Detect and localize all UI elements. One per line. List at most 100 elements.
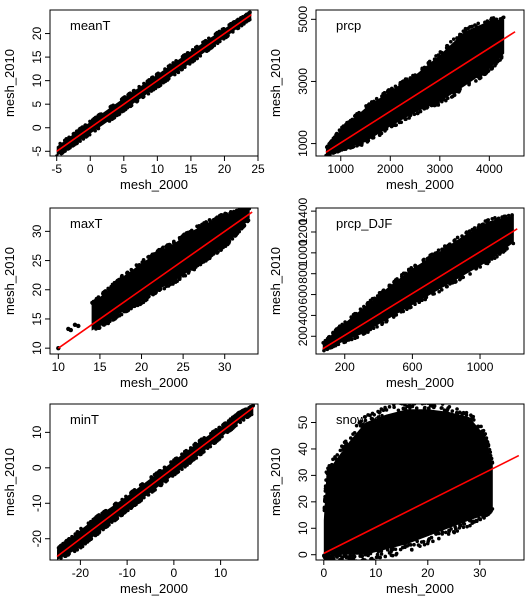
data-point bbox=[386, 88, 390, 93]
data-point bbox=[238, 420, 243, 425]
data-point bbox=[130, 490, 135, 494]
data-point bbox=[354, 334, 359, 339]
data-point bbox=[174, 471, 179, 475]
data-point bbox=[483, 432, 488, 436]
data-point bbox=[455, 529, 460, 533]
y-tick-label: 5 bbox=[30, 101, 44, 108]
data-point bbox=[484, 436, 489, 440]
data-point bbox=[490, 460, 495, 464]
data-point bbox=[163, 79, 168, 84]
data-point bbox=[496, 58, 501, 63]
data-point bbox=[473, 23, 477, 27]
data-point bbox=[478, 224, 483, 228]
data-point bbox=[478, 73, 483, 77]
data-point bbox=[464, 410, 469, 415]
data-point bbox=[499, 54, 504, 59]
data-point bbox=[146, 255, 150, 259]
data-point bbox=[408, 543, 413, 547]
data-point bbox=[71, 143, 75, 148]
panel-title: maxT bbox=[70, 216, 103, 231]
data-point bbox=[401, 406, 406, 411]
data-point bbox=[169, 460, 174, 464]
data-point bbox=[88, 119, 92, 124]
data-point bbox=[445, 284, 449, 289]
panel-prcp: 1000 2000 3000 4000 1000 3000 5000 prcp mesh_200… bbox=[268, 6, 525, 192]
data-point bbox=[343, 441, 348, 445]
data-point bbox=[242, 208, 247, 211]
y-tick-label: 15 bbox=[30, 312, 44, 326]
data-point bbox=[78, 126, 82, 131]
data-point bbox=[76, 323, 81, 329]
x-tick-label: -20 bbox=[72, 566, 90, 580]
data-point bbox=[370, 101, 375, 105]
data-point bbox=[408, 406, 412, 410]
data-point bbox=[391, 315, 396, 319]
data-point bbox=[151, 87, 156, 92]
data-point bbox=[440, 530, 445, 534]
data-point bbox=[389, 124, 394, 129]
data-point bbox=[116, 112, 121, 117]
y-tick-label: 0 bbox=[30, 464, 44, 471]
point-cloud bbox=[324, 15, 506, 156]
data-point bbox=[354, 423, 359, 428]
data-point bbox=[376, 409, 380, 414]
data-point bbox=[405, 544, 410, 548]
y-tick-label: -20 bbox=[30, 530, 44, 548]
data-point bbox=[113, 501, 118, 506]
data-point bbox=[80, 544, 85, 549]
data-point bbox=[483, 72, 487, 76]
data-point bbox=[371, 135, 376, 140]
data-point bbox=[432, 405, 436, 410]
data-point bbox=[214, 31, 219, 36]
data-point bbox=[107, 119, 111, 123]
data-point bbox=[134, 502, 138, 507]
data-point bbox=[393, 547, 398, 552]
data-point bbox=[424, 295, 429, 300]
data-point bbox=[392, 405, 396, 410]
data-point bbox=[342, 339, 347, 344]
x-tick-label: 1000 bbox=[467, 360, 494, 374]
panel-title: prcp bbox=[336, 18, 361, 33]
data-point bbox=[468, 25, 472, 29]
data-point bbox=[394, 551, 399, 556]
data-point bbox=[183, 52, 187, 57]
x-tick-label: 5 bbox=[120, 162, 127, 176]
data-point bbox=[214, 428, 218, 432]
data-point bbox=[62, 541, 66, 546]
data-point bbox=[197, 224, 201, 228]
data-point bbox=[158, 468, 163, 473]
data-point bbox=[395, 277, 399, 281]
x-axis-label: mesh_2000 bbox=[120, 375, 188, 390]
data-point bbox=[105, 524, 110, 529]
data-point bbox=[452, 530, 457, 535]
data-point bbox=[472, 226, 477, 230]
data-point bbox=[129, 267, 134, 272]
data-point bbox=[380, 413, 384, 418]
data-point bbox=[468, 272, 472, 276]
data-point bbox=[380, 322, 384, 327]
data-point bbox=[352, 430, 357, 435]
x-tick-label: 15 bbox=[184, 162, 198, 176]
data-point bbox=[457, 34, 462, 39]
data-point bbox=[474, 267, 478, 271]
data-point bbox=[348, 553, 353, 558]
data-point bbox=[500, 215, 504, 219]
data-point bbox=[121, 109, 126, 113]
data-point bbox=[437, 289, 441, 294]
data-point bbox=[328, 152, 332, 156]
data-point bbox=[440, 247, 445, 252]
plot-frame bbox=[49, 9, 259, 157]
data-point bbox=[103, 322, 108, 326]
data-point bbox=[194, 265, 198, 269]
data-point bbox=[119, 97, 124, 102]
data-point bbox=[321, 341, 326, 345]
trend-line bbox=[56, 406, 254, 558]
data-point bbox=[366, 329, 370, 333]
data-point bbox=[192, 457, 196, 461]
data-point bbox=[358, 307, 363, 312]
data-point bbox=[323, 486, 328, 491]
data-point bbox=[323, 499, 327, 504]
data-point bbox=[181, 233, 186, 238]
data-point bbox=[423, 404, 427, 406]
data-point bbox=[334, 457, 338, 461]
